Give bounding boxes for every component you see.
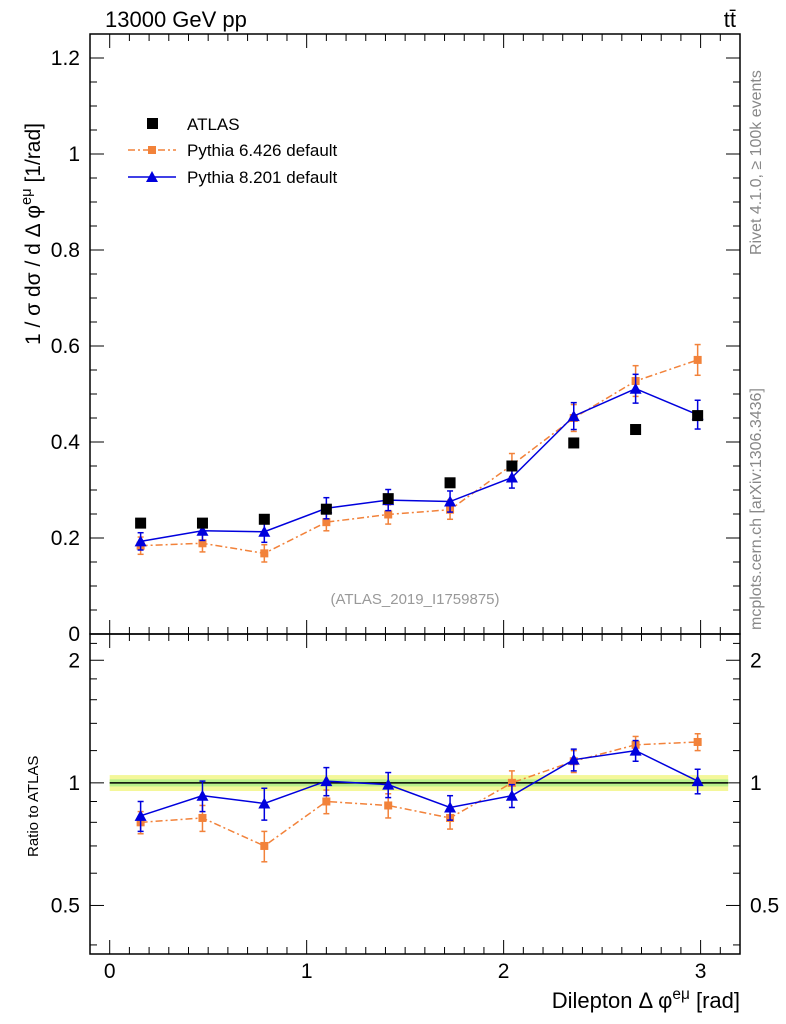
ratio-y-tick-label-right: 2 bbox=[750, 649, 762, 672]
ratio-y-axis-title: Ratio to ATLAS bbox=[25, 756, 42, 857]
ratio-pythia8-point bbox=[505, 789, 518, 801]
ratio-uncertainty-band bbox=[109, 775, 729, 791]
ratio-pythia8-point bbox=[691, 775, 704, 787]
legend-atlas-marker bbox=[147, 118, 158, 129]
main-pythia6-point bbox=[322, 518, 331, 527]
legend-pythia6-label: Pythia 6.426 default bbox=[187, 141, 338, 160]
ratio-pythia8-point bbox=[567, 753, 580, 765]
main-atlas-point bbox=[568, 437, 580, 449]
ratio-pythia6-point bbox=[260, 841, 269, 850]
main-y-axis-title: 1 / σ dσ / d Δ φeμ [1/rad] bbox=[19, 123, 45, 345]
x-axis-title: Dilepton Δ φeμ [rad] bbox=[552, 986, 740, 1013]
main-atlas-point bbox=[258, 513, 270, 525]
ratio-pythia8-point bbox=[320, 775, 333, 787]
main-atlas-point bbox=[692, 410, 704, 422]
ratio-pythia8-point bbox=[134, 809, 147, 821]
ratio-pythia6-point bbox=[693, 737, 702, 746]
main-y-tick-label: 1 bbox=[68, 143, 80, 166]
mcplots-note: mcplots.cern.ch [arXiv:1306.3436] bbox=[748, 388, 765, 630]
ratio-pythia8-point bbox=[258, 797, 271, 809]
x-tick-label: 0 bbox=[104, 960, 116, 983]
main-atlas-point bbox=[196, 517, 208, 529]
main-y-tick-label: 0.8 bbox=[51, 239, 80, 262]
ratio-y-tick-label-left: 0.5 bbox=[51, 894, 80, 917]
main-pythia8-point bbox=[444, 495, 457, 507]
legend-atlas-label: ATLAS bbox=[187, 115, 240, 134]
main-pythia6-point bbox=[198, 539, 207, 548]
main-pythia8-point bbox=[196, 524, 209, 536]
main-y-tick-label: 0.6 bbox=[51, 335, 80, 358]
main-pythia8-point bbox=[567, 410, 580, 422]
ratio-pythia8-point bbox=[196, 789, 209, 801]
ratio-pythia6-point bbox=[384, 801, 393, 810]
main-y-tick-label: 0 bbox=[68, 623, 80, 646]
main-pythia6-point bbox=[260, 549, 269, 558]
ratio-pythia8-point bbox=[444, 801, 457, 813]
main-pythia6-line bbox=[140, 359, 698, 555]
ratio-pythia8-point bbox=[382, 778, 395, 790]
ratio-axis-ticks: 0 1 2 3 0.5 0.5 1 1 2 2 bbox=[51, 634, 779, 983]
main-atlas-point bbox=[444, 477, 456, 489]
ratio-pythia6-point bbox=[322, 797, 331, 806]
x-tick-label: 2 bbox=[498, 960, 510, 983]
legend-pythia8-label: Pythia 8.201 default bbox=[187, 168, 338, 187]
main-pythia6-point bbox=[384, 510, 393, 519]
main-series-layer bbox=[134, 343, 704, 563]
main-pythia8-point bbox=[258, 525, 271, 537]
x-tick-label: 3 bbox=[695, 960, 707, 983]
ratio-panel-frame bbox=[89, 633, 741, 955]
main-y-tick-label: 0.2 bbox=[51, 527, 80, 550]
main-atlas-point bbox=[135, 517, 147, 529]
legend: ATLAS Pythia 6.426 default Pythia 8.201 … bbox=[128, 115, 338, 187]
main-pythia8-line bbox=[140, 387, 698, 543]
rivet-version-note: Rivet 4.1.0, ≥ 100k events bbox=[748, 70, 765, 255]
legend-pythia8-marker bbox=[146, 171, 158, 182]
main-y-tick-label: 1.2 bbox=[51, 47, 80, 70]
ratio-pythia8-line bbox=[140, 749, 698, 817]
main-atlas-point bbox=[320, 503, 332, 515]
main-y-tick-label: 0.4 bbox=[51, 431, 81, 454]
main-atlas-point bbox=[382, 493, 394, 505]
main-pythia8-point bbox=[505, 471, 518, 483]
ratio-pythia6-line bbox=[140, 741, 698, 847]
ratio-y-tick-label-right: 1 bbox=[750, 772, 762, 795]
process-label: tt̄ bbox=[724, 7, 736, 32]
main-pythia8-point bbox=[134, 535, 147, 547]
legend-pythia6-marker bbox=[148, 146, 156, 154]
main-atlas-point bbox=[506, 460, 518, 472]
x-tick-label: 1 bbox=[301, 960, 313, 983]
ratio-y-tick-label-right: 0.5 bbox=[750, 894, 779, 917]
energy-label: 13000 GeV pp bbox=[105, 7, 247, 32]
ratio-y-tick-label-left: 2 bbox=[68, 649, 80, 672]
main-pythia6-point bbox=[693, 355, 702, 364]
ratio-pythia6-point bbox=[507, 778, 516, 787]
main-axis-ticks: 0 0.2 0.4 0.6 0.8 1 1.2 bbox=[51, 33, 740, 646]
main-atlas-point bbox=[630, 424, 642, 436]
ratio-pythia6-point bbox=[198, 813, 207, 822]
ratio-pythia8-point bbox=[629, 744, 642, 756]
ratio-series-layer bbox=[134, 732, 704, 863]
ratio-y-tick-label-left: 1 bbox=[68, 772, 80, 795]
main-pythia8-point bbox=[629, 382, 642, 394]
analysis-watermark: (ATLAS_2019_I1759875) bbox=[330, 591, 499, 608]
